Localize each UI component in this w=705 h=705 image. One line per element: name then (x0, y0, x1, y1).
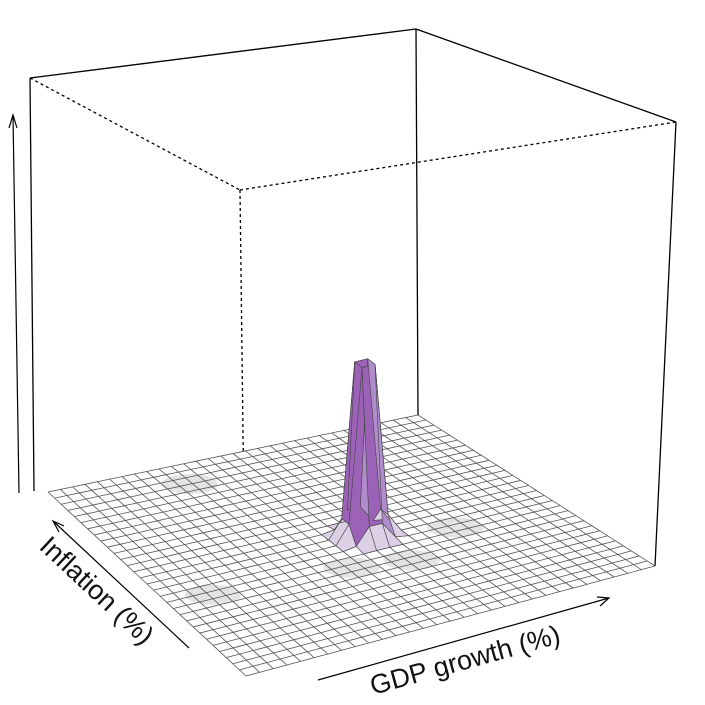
box-edge-mid-vertical (415, 28, 419, 416)
surface-grid-line (74, 434, 450, 517)
surface-grid-line (393, 419, 628, 574)
box-hidden-edges (29, 77, 677, 677)
surface-mesh (47, 358, 656, 677)
surface-grid-line (80, 439, 458, 524)
x-axis-arrow (317, 597, 610, 681)
surface-grid-line (380, 422, 615, 578)
z-axis-arrowhead (8, 112, 18, 129)
axis-arrows (8, 112, 611, 681)
surface-bump (383, 550, 440, 571)
y-axis-arrow (52, 520, 190, 649)
box-edge-left-vertical (29, 77, 35, 492)
surface-bump (184, 584, 241, 605)
box-edge-back-top-left (29, 77, 241, 191)
box-edge-top-back (29, 28, 417, 79)
surface-grid-line (417, 414, 656, 567)
surface-grid-line (405, 417, 642, 571)
y-axis-arrowhead (51, 519, 65, 533)
surface-bump (427, 517, 484, 538)
box-visible-edges (29, 28, 677, 567)
x-axis-arrowhead (596, 596, 611, 607)
surface-grid-line (368, 424, 601, 581)
z-axis-arrow (12, 114, 20, 494)
surface-peak-facet (387, 514, 410, 538)
box-edge-top-right (415, 28, 677, 123)
box-edge-back-top-right (239, 121, 677, 191)
box-edge-right-vertical (654, 121, 677, 567)
surface-bump (323, 557, 380, 578)
